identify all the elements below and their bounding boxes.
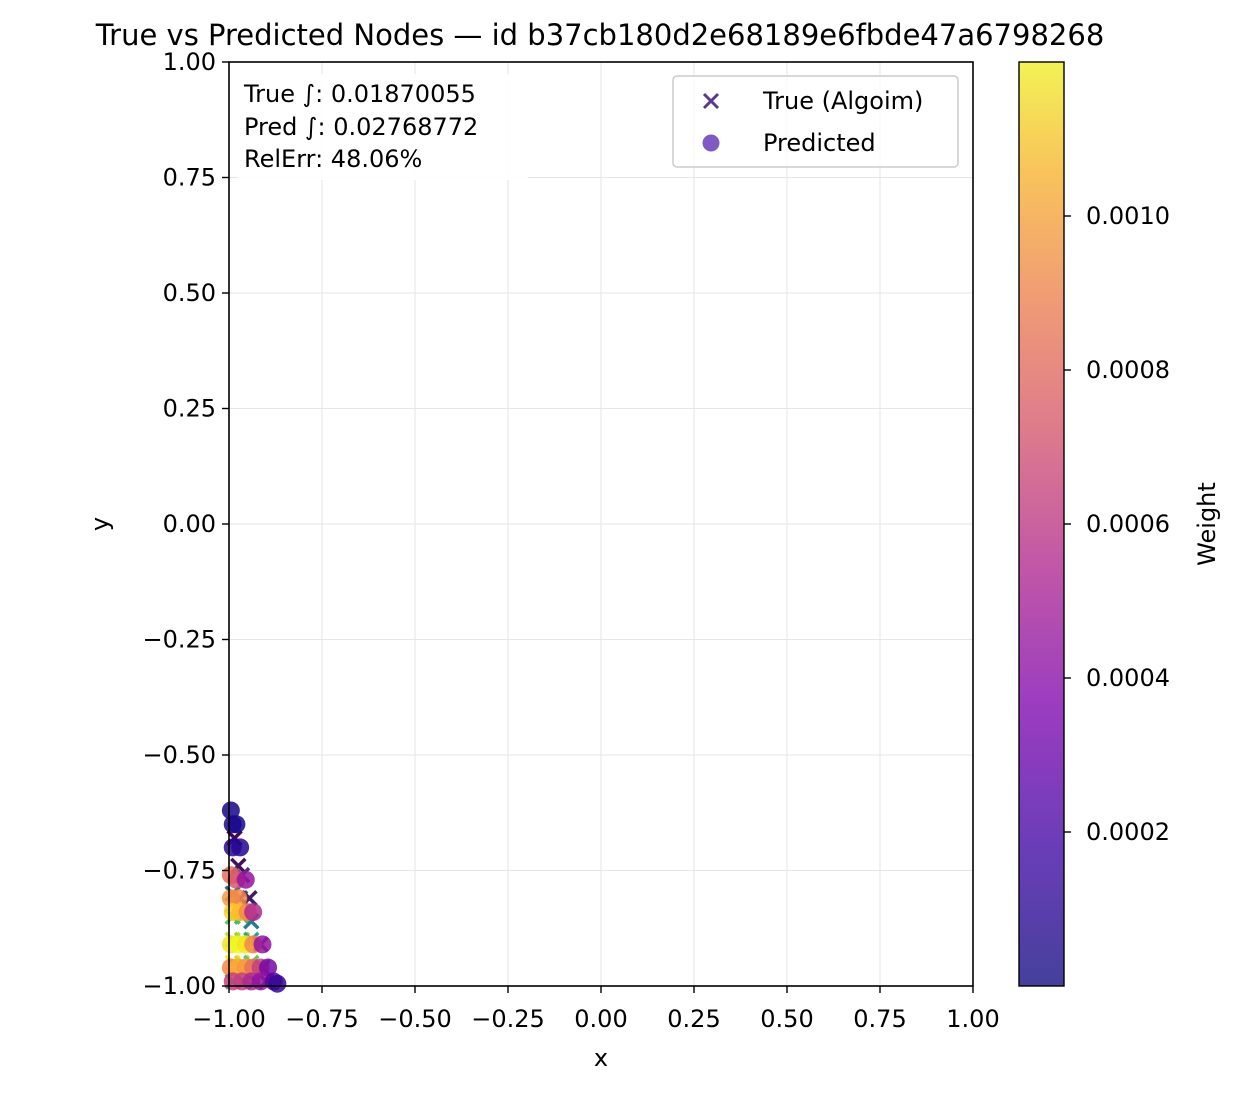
y-ticks: 1.00 0.75 0.50 0.25 0.00 −0.25 −0.50 −0.75 −1.00: [142, 48, 229, 1000]
predicted-point: [231, 838, 250, 857]
colorbar: [1018, 61, 1065, 987]
colorbar-tick-label: 0.0004: [1086, 664, 1170, 692]
predicted-point: [236, 870, 255, 889]
y-tick-label: −0.25: [142, 626, 216, 654]
chart-title: True vs Predicted Nodes — id b37cb180d2e…: [95, 18, 1105, 52]
predicted-point: [227, 815, 246, 834]
predicted-point: [259, 958, 278, 977]
predicted-point: [253, 935, 272, 954]
x-tick-label: −0.75: [285, 1005, 359, 1033]
y-tick-label: 0.50: [163, 279, 216, 307]
x-tick-label: −0.50: [378, 1005, 452, 1033]
colorbar-tick-label: 0.0008: [1086, 356, 1170, 384]
x-tick-label: 0.00: [574, 1005, 627, 1033]
legend-circle-marker: [702, 134, 720, 152]
y-tick-label: 0.75: [163, 164, 216, 192]
legend-label-true: True (Algoim): [762, 87, 923, 115]
legend: True (Algoim) Predicted: [672, 75, 959, 168]
colorbar-tick-label: 0.0002: [1086, 818, 1170, 846]
colorbar-label: Weight: [1193, 482, 1221, 566]
x-tick-label: 0.75: [853, 1005, 906, 1033]
annotation-pred-integral: Pred ∫: 0.02768772: [244, 113, 478, 141]
x-tick-label: −1.00: [192, 1005, 266, 1033]
x-tick-label: 0.25: [667, 1005, 720, 1033]
legend-x-marker: [702, 92, 720, 110]
y-tick-label: −1.00: [142, 972, 216, 1000]
y-tick-label: 1.00: [163, 48, 216, 76]
annotation-true-integral: True ∫: 0.01870055: [243, 80, 476, 108]
x-ticks: −1.00 −0.75 −0.50 −0.25 0.00 0.25 0.50 0.75 1.00: [192, 986, 1000, 1033]
annotation-box: [238, 74, 528, 180]
y-tick-label: 0.00: [163, 510, 216, 538]
x-tick-label: 1.00: [946, 1005, 999, 1033]
predicted-series: [221, 801, 287, 993]
legend-label-predicted: Predicted: [763, 129, 876, 157]
x-tick-label: −0.25: [471, 1005, 545, 1033]
y-axis-label: y: [86, 517, 114, 531]
y-tick-label: −0.75: [142, 857, 216, 885]
legend-box: [672, 75, 959, 168]
y-tick-label: −0.50: [142, 741, 216, 769]
x-axis-label: x: [594, 1044, 608, 1072]
predicted-point: [221, 801, 240, 820]
predicted-point: [244, 903, 263, 922]
colorbar-tick-label: 0.0010: [1086, 202, 1170, 230]
y-tick-label: 0.25: [163, 395, 216, 423]
colorbar-tick-label: 0.0006: [1086, 510, 1170, 538]
predicted-point: [229, 889, 248, 908]
x-tick-label: 0.50: [760, 1005, 813, 1033]
colorbar-ticks: 0.0002 0.0004 0.0006 0.0008 0.0010: [1064, 202, 1170, 846]
grid: [228, 61, 974, 987]
predicted-point: [268, 974, 287, 993]
annotation-relerr: RelErr: 48.06%: [244, 145, 422, 173]
